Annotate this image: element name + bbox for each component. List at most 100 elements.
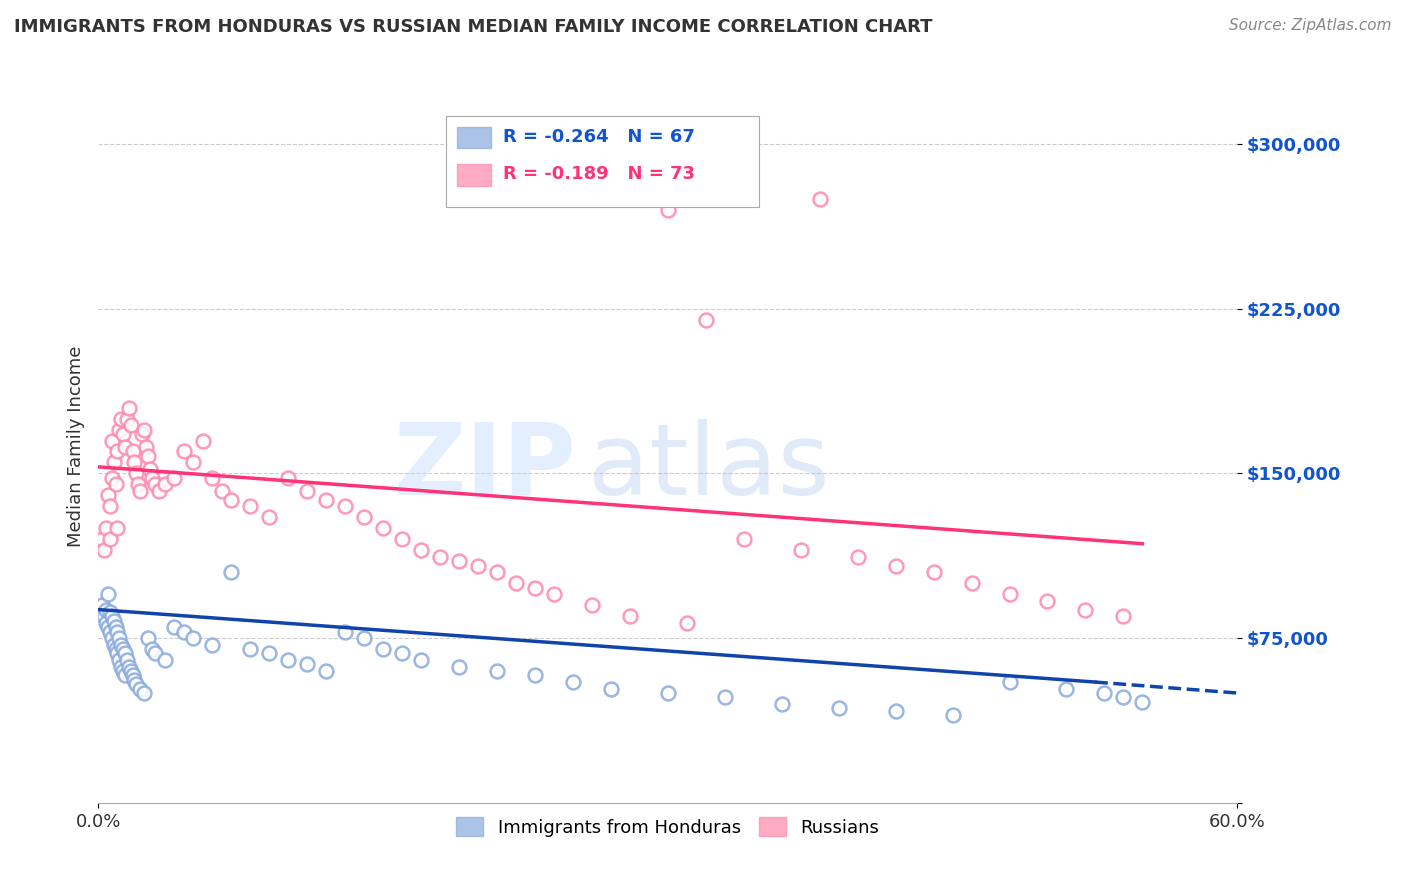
Point <box>411 543 433 558</box>
Text: Source: ZipAtlas.com: Source: ZipAtlas.com <box>1229 18 1392 33</box>
Point <box>371 642 394 657</box>
Point <box>138 462 160 476</box>
Point <box>239 642 262 657</box>
Point <box>173 444 195 458</box>
Point <box>112 426 135 441</box>
Point <box>201 471 224 485</box>
Point <box>173 624 195 639</box>
Point <box>828 701 851 715</box>
Point <box>107 647 129 661</box>
Point <box>277 653 299 667</box>
Point <box>93 543 115 558</box>
Point <box>259 510 281 524</box>
Point <box>141 642 163 657</box>
Point <box>98 500 121 514</box>
Point <box>353 631 375 645</box>
Point <box>127 477 149 491</box>
Point <box>94 615 117 630</box>
Point <box>411 653 433 667</box>
Point <box>600 681 623 696</box>
Point <box>114 440 136 454</box>
Point <box>505 576 527 591</box>
Point <box>124 455 146 469</box>
Point <box>998 675 1021 690</box>
Text: R = -0.189   N = 73: R = -0.189 N = 73 <box>503 165 695 183</box>
Point <box>297 657 319 672</box>
Point <box>335 500 357 514</box>
Point <box>118 401 141 415</box>
Point <box>391 533 413 547</box>
Point <box>148 483 170 498</box>
Point <box>1074 602 1097 616</box>
Point <box>121 668 143 682</box>
Point <box>543 587 565 601</box>
Point <box>884 704 907 718</box>
Point <box>315 664 337 678</box>
Point <box>297 483 319 498</box>
Point <box>1056 681 1078 696</box>
Point <box>98 533 121 547</box>
Point <box>131 426 153 441</box>
Point <box>770 697 793 711</box>
Text: atlas: atlas <box>588 419 830 516</box>
Point <box>100 471 122 485</box>
Point <box>103 455 125 469</box>
Point <box>221 566 243 580</box>
Point <box>114 647 136 661</box>
Point <box>1132 695 1154 709</box>
Point <box>104 642 127 657</box>
Point <box>486 566 509 580</box>
Point <box>100 631 122 645</box>
Legend: Immigrants from Honduras, Russians: Immigrants from Honduras, Russians <box>449 810 887 844</box>
Point <box>132 686 155 700</box>
Point <box>98 624 121 639</box>
Point <box>125 467 148 481</box>
Point <box>371 521 394 535</box>
Point <box>846 549 869 564</box>
Point <box>467 558 489 573</box>
Point <box>221 492 243 507</box>
Point <box>141 471 163 485</box>
Text: IMMIGRANTS FROM HONDURAS VS RUSSIAN MEDIAN FAMILY INCOME CORRELATION CHART: IMMIGRANTS FROM HONDURAS VS RUSSIAN MEDI… <box>14 18 932 36</box>
Text: R = -0.264   N = 67: R = -0.264 N = 67 <box>503 128 695 146</box>
Point <box>733 533 755 547</box>
Point <box>120 664 142 678</box>
Point <box>91 598 114 612</box>
Point <box>107 624 129 639</box>
Point <box>581 598 603 612</box>
Point <box>93 609 115 624</box>
Point <box>211 483 233 498</box>
Point <box>524 668 547 682</box>
Point <box>136 449 159 463</box>
Point <box>104 477 127 491</box>
Point <box>1036 594 1059 608</box>
Point <box>118 659 141 673</box>
Point <box>884 558 907 573</box>
Point <box>1112 609 1135 624</box>
Point <box>107 444 129 458</box>
Point <box>163 620 186 634</box>
Point <box>110 638 132 652</box>
Point <box>121 444 143 458</box>
Point <box>449 659 471 673</box>
Point <box>136 631 159 645</box>
Point <box>94 521 117 535</box>
Point <box>108 423 131 437</box>
Point <box>449 554 471 568</box>
Point <box>259 647 281 661</box>
Point <box>998 587 1021 601</box>
Point <box>714 690 737 705</box>
Point <box>107 521 129 535</box>
Point <box>790 543 813 558</box>
Y-axis label: Median Family Income: Median Family Income <box>66 345 84 547</box>
Point <box>657 686 679 700</box>
Point <box>581 174 603 188</box>
Point <box>135 440 157 454</box>
Point <box>524 581 547 595</box>
Point <box>657 202 679 217</box>
Point <box>100 609 122 624</box>
FancyBboxPatch shape <box>457 127 491 148</box>
Point <box>108 653 131 667</box>
Point <box>163 471 186 485</box>
Point <box>429 549 451 564</box>
